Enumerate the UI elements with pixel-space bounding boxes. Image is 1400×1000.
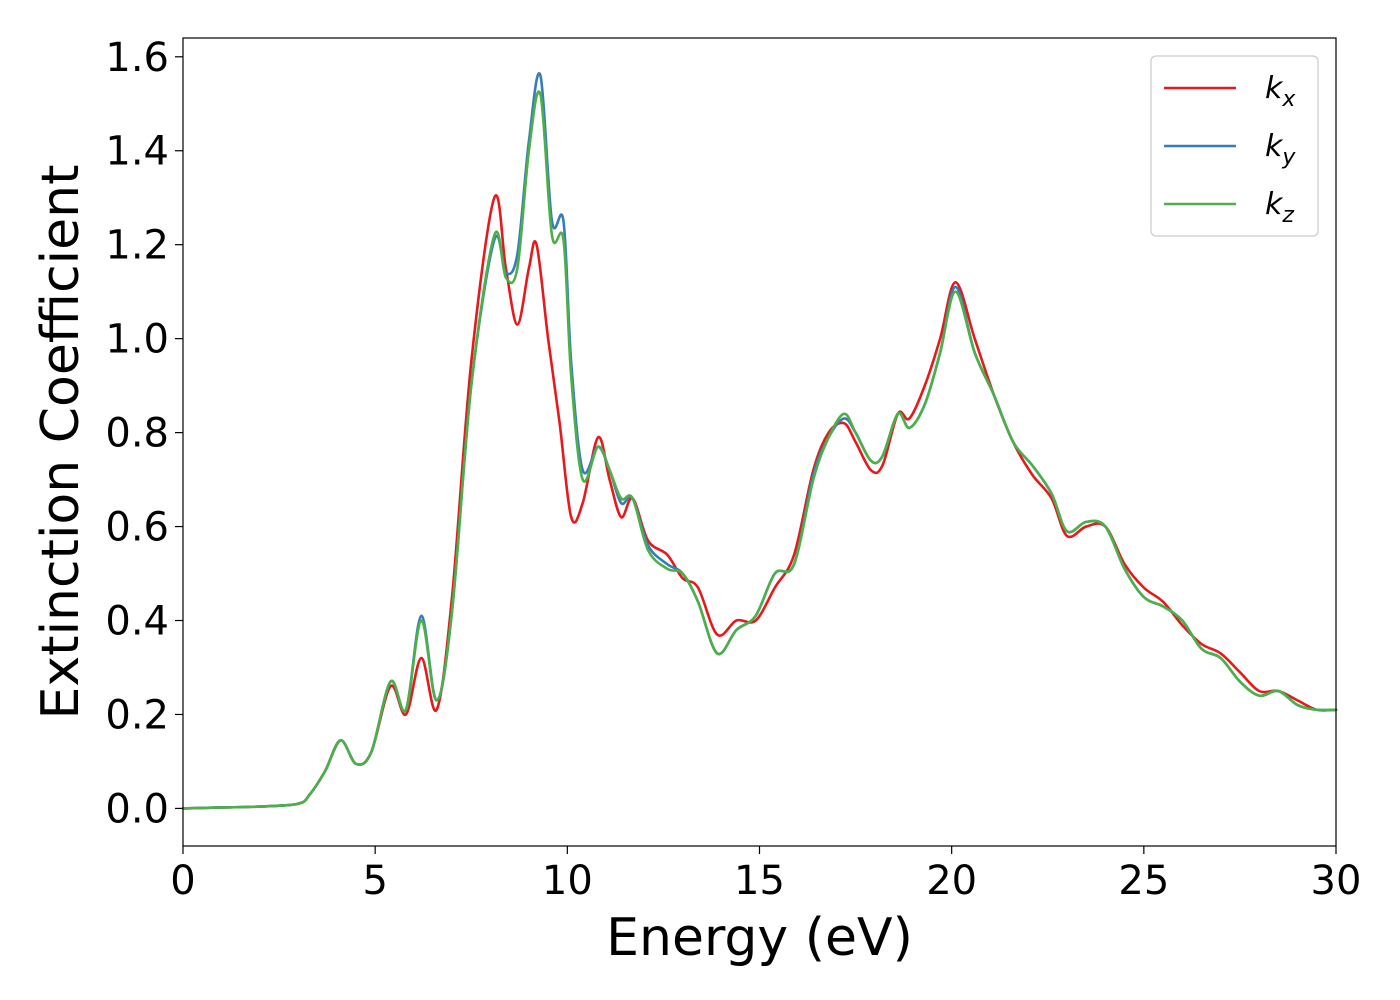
x-axis-label: Energy (eV) bbox=[606, 908, 913, 968]
x-axis: 0 5 10 15 20 25 30 bbox=[170, 846, 1361, 904]
legend-label-ky: ky bbox=[1265, 129, 1296, 170]
x-tick-label: 5 bbox=[362, 858, 387, 904]
y-tick-label: 1.6 bbox=[105, 35, 169, 81]
legend-label-subscript: z bbox=[1281, 203, 1294, 228]
x-tick-label: 30 bbox=[1311, 858, 1362, 904]
x-tick-label: 20 bbox=[926, 858, 977, 904]
legend-label-kz: kz bbox=[1265, 187, 1294, 228]
y-tick-label: 0.6 bbox=[105, 505, 169, 551]
y-axis: 0.0 0.2 0.4 0.6 0.8 1.0 1.2 1.4 1.6 bbox=[105, 35, 183, 832]
legend-label-subscript: y bbox=[1281, 145, 1296, 170]
y-tick-label: 1.4 bbox=[105, 129, 169, 175]
legend-label-base: k bbox=[1265, 71, 1284, 106]
x-tick-label: 10 bbox=[542, 858, 593, 904]
y-tick-label: 1.0 bbox=[105, 317, 169, 363]
y-tick-label: 0.2 bbox=[105, 692, 169, 738]
y-tick-label: 0.4 bbox=[105, 599, 169, 645]
y-tick-label: 0.0 bbox=[105, 786, 169, 832]
y-tick-label: 1.2 bbox=[105, 223, 169, 269]
legend-label-base: k bbox=[1265, 129, 1284, 164]
y-axis-label: Extinction Coefficient bbox=[31, 165, 91, 720]
x-tick-label: 0 bbox=[170, 858, 195, 904]
y-tick-label: 0.8 bbox=[105, 411, 169, 457]
x-tick-label: 15 bbox=[734, 858, 785, 904]
x-tick-label: 25 bbox=[1118, 858, 1169, 904]
legend-label-base: k bbox=[1265, 187, 1284, 222]
series-layer bbox=[181, 72, 1338, 810]
legend-label-subscript: x bbox=[1281, 87, 1296, 112]
legend-label-kx: kx bbox=[1265, 71, 1296, 112]
series-line-kz bbox=[181, 90, 1338, 810]
